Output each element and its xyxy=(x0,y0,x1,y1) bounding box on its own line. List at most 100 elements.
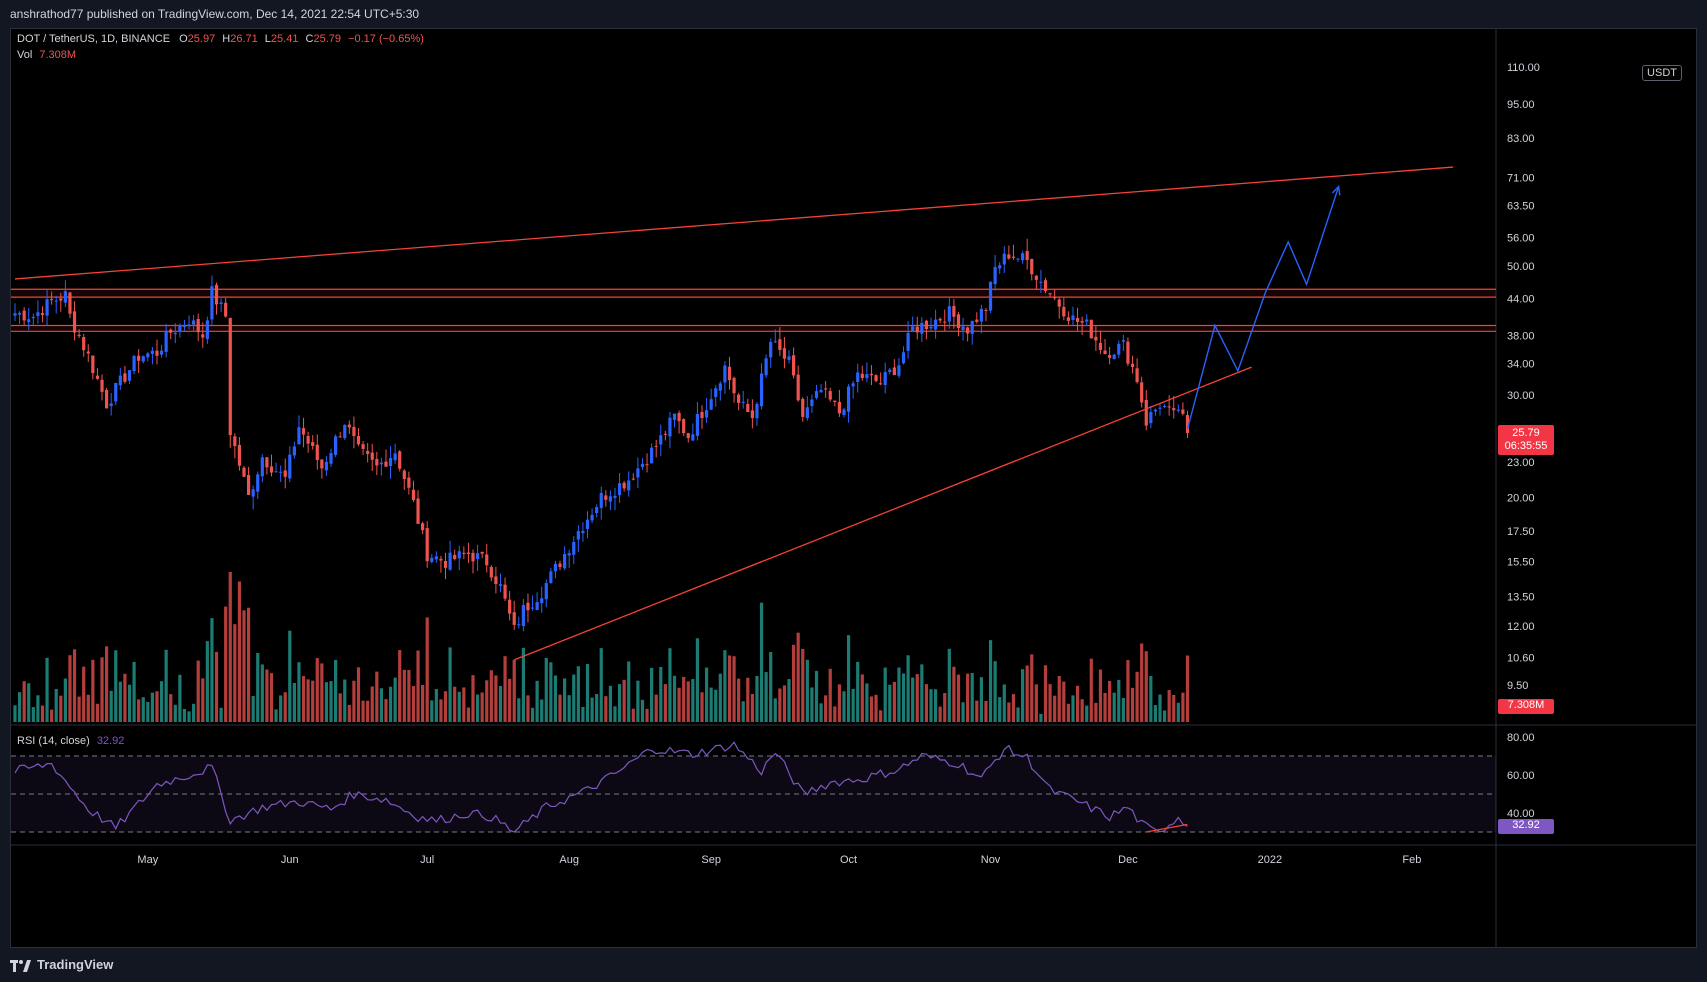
volume-bar xyxy=(329,681,333,722)
volume-bar xyxy=(865,683,869,722)
volume-bar xyxy=(947,648,951,722)
candle-body xyxy=(1140,382,1144,403)
candle-body xyxy=(920,322,924,334)
volume-bar xyxy=(682,676,686,722)
candle-body xyxy=(911,326,915,332)
candle-body xyxy=(1048,293,1052,295)
volume-bar xyxy=(1016,707,1020,722)
candle-body xyxy=(503,584,507,599)
volume-bar xyxy=(50,709,54,722)
price-tick-label: 10.60 xyxy=(1507,653,1535,665)
projection-arrowhead xyxy=(1331,185,1341,196)
volume-bar xyxy=(256,652,260,722)
candle-body xyxy=(787,356,791,360)
candle-body xyxy=(466,552,471,555)
candle-body xyxy=(1021,253,1025,261)
candle-body xyxy=(970,320,974,334)
volume-bar xyxy=(833,706,837,722)
price-tick-label: 12.00 xyxy=(1507,621,1535,633)
volume-bar xyxy=(31,707,35,722)
close-label: C xyxy=(305,33,314,45)
candle-body xyxy=(846,386,851,412)
volume-bar xyxy=(1181,692,1185,722)
candle-body xyxy=(50,299,54,301)
volume-bar xyxy=(132,661,136,722)
candle-body xyxy=(361,444,365,449)
candle-body xyxy=(283,470,287,477)
volume-bar xyxy=(819,703,823,722)
volume-bar xyxy=(792,644,796,722)
candle-body xyxy=(851,383,855,387)
low-label: L xyxy=(264,33,271,45)
volume-bar xyxy=(563,678,567,722)
candle-body xyxy=(196,319,200,333)
volume-bar xyxy=(421,684,425,722)
candle-body xyxy=(1062,306,1066,317)
volume-bar xyxy=(540,699,544,722)
candle-body xyxy=(792,355,796,376)
open-label: O xyxy=(179,33,188,45)
volume-bar xyxy=(824,695,828,722)
volume-bar xyxy=(1117,679,1121,722)
volume-bar xyxy=(1007,702,1011,722)
volume-bar xyxy=(741,701,745,722)
volume-bar xyxy=(686,681,690,722)
volume-bar xyxy=(443,691,448,722)
candle-body xyxy=(201,334,205,338)
chart-frame[interactable]: 110.00 95.00 83.00 71.00 63.50 56.00 50.00 44.0… xyxy=(10,28,1697,948)
volume-bar xyxy=(787,679,791,722)
volume-bar xyxy=(1176,702,1180,722)
candle-body xyxy=(173,332,177,335)
volume-bar xyxy=(338,693,342,722)
tradingview-logo[interactable]: TradingView xyxy=(10,957,113,972)
candle-body xyxy=(769,342,773,358)
volume-legend: Vol 7.308M xyxy=(17,49,76,61)
chart-canvas[interactable]: 110.00 95.00 83.00 71.00 63.50 56.00 50.00 44.0… xyxy=(11,29,1696,947)
volume-bar xyxy=(640,699,645,722)
candle-body xyxy=(686,433,690,439)
candle-body xyxy=(617,483,622,496)
candle-body xyxy=(141,356,145,362)
volume-bar xyxy=(159,681,164,722)
volume-bar xyxy=(242,610,246,722)
candle-body xyxy=(91,355,95,374)
volume-bar xyxy=(700,692,704,722)
volume-bar xyxy=(993,661,997,722)
volume-bar xyxy=(1053,695,1057,722)
volume-bar xyxy=(750,693,754,722)
candle-body xyxy=(796,374,800,401)
candle-body xyxy=(329,453,333,464)
candle-body xyxy=(613,495,617,498)
candle-body xyxy=(246,474,251,495)
candle-body xyxy=(187,324,191,326)
candle-body xyxy=(704,410,709,418)
candle-body xyxy=(219,302,223,304)
volume-bar xyxy=(352,680,356,722)
volume-bar xyxy=(846,635,851,722)
volume-bar xyxy=(91,659,95,722)
volume-bar xyxy=(595,694,599,722)
candle-body xyxy=(1108,355,1112,358)
volume-bar xyxy=(581,707,585,722)
candle-body xyxy=(320,459,324,469)
candle-body xyxy=(306,436,310,444)
volume-bar xyxy=(17,692,22,722)
volume-bar xyxy=(118,681,122,722)
volume-bar xyxy=(856,661,860,722)
volume-bar xyxy=(334,659,338,722)
time-tick-label: Oct xyxy=(840,854,857,866)
volume-bar xyxy=(530,707,535,722)
candle-body xyxy=(933,319,938,330)
candle-body xyxy=(114,383,118,402)
candle-body xyxy=(1030,258,1034,275)
candle-body xyxy=(17,312,22,315)
candle-body xyxy=(366,450,370,455)
time-tick-label: 2022 xyxy=(1258,854,1282,866)
candle-body xyxy=(595,507,599,513)
volume-bar xyxy=(434,688,438,722)
volume-bar xyxy=(924,684,929,722)
candle-body xyxy=(214,284,219,305)
currency-selector[interactable]: USDT xyxy=(1642,65,1682,81)
volume-bar xyxy=(814,670,819,722)
volume-bar xyxy=(205,641,209,722)
